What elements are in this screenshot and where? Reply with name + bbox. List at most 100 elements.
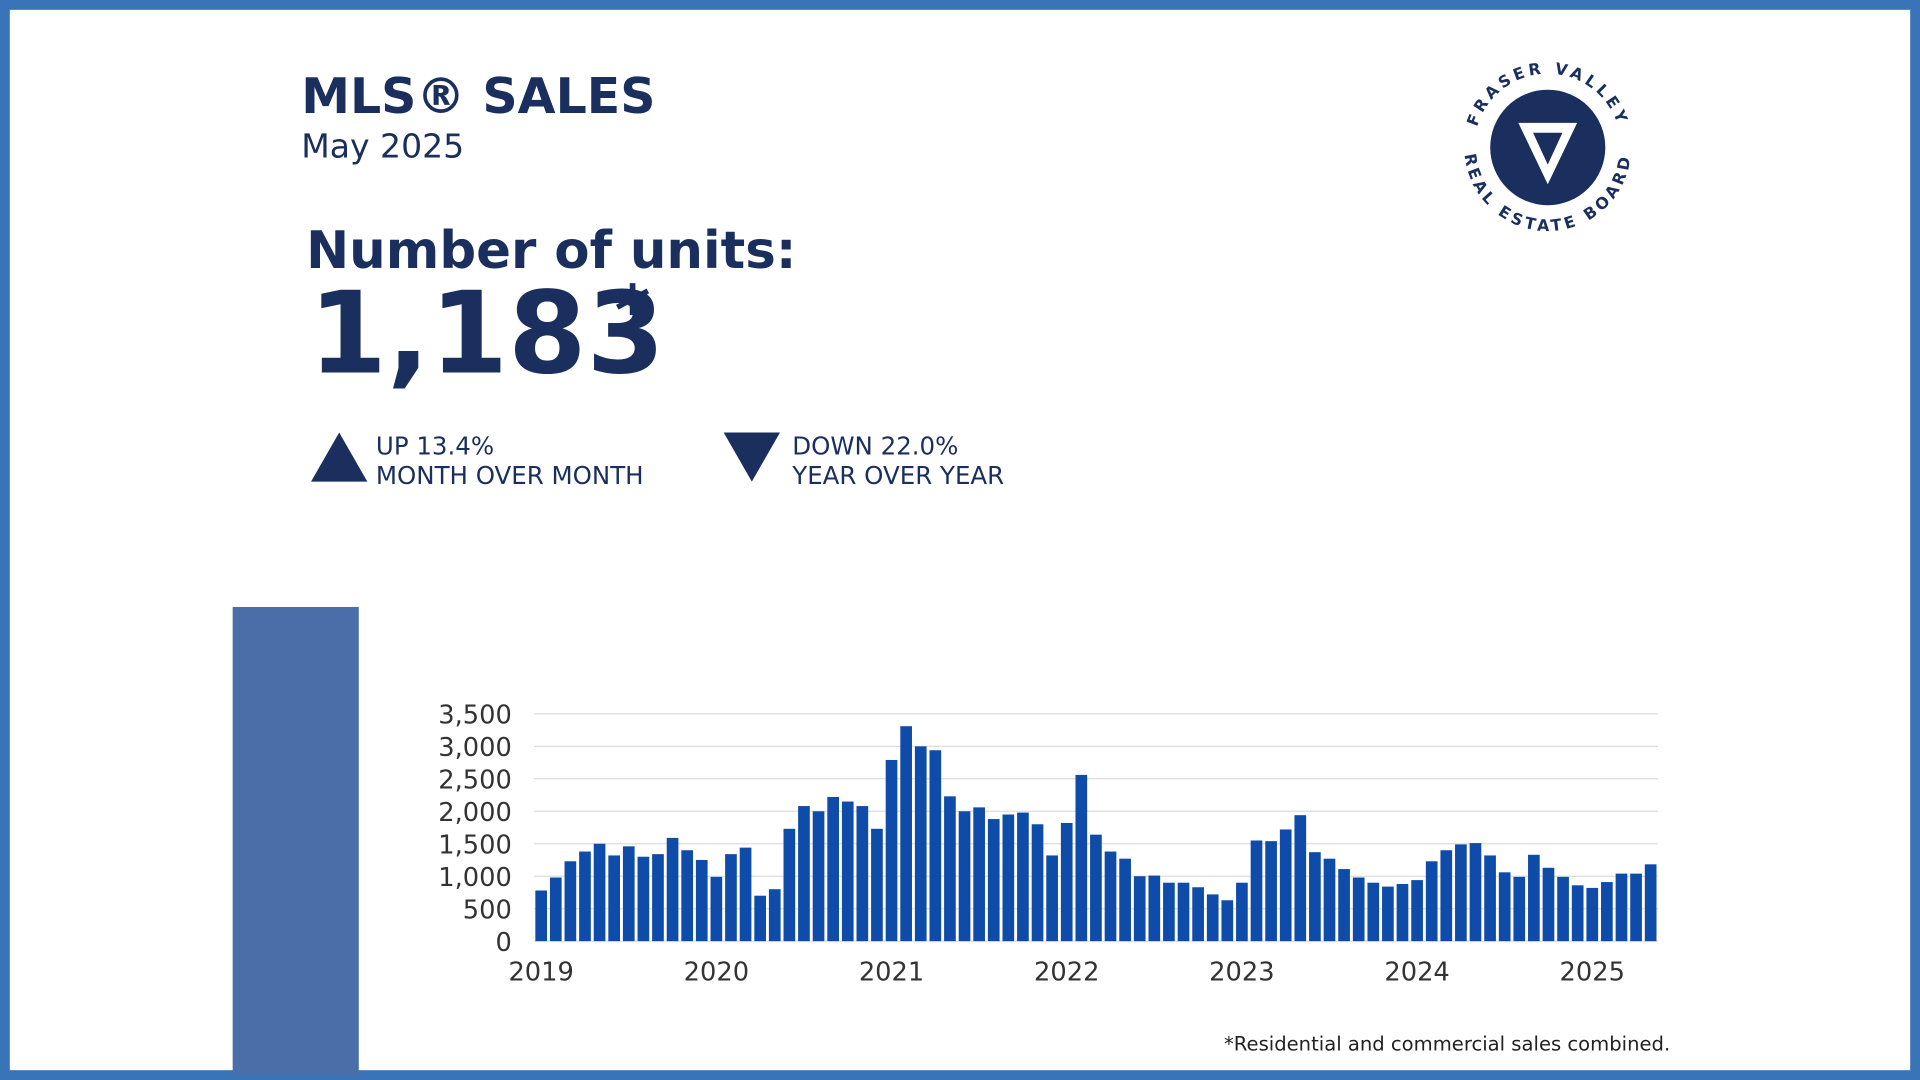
bar <box>1017 812 1029 942</box>
bar <box>885 759 898 942</box>
bar <box>1031 824 1044 942</box>
bar <box>1630 873 1642 942</box>
bar <box>973 807 985 942</box>
x-tick-label: 2020 <box>684 957 749 987</box>
bar <box>695 859 708 942</box>
bar <box>1090 834 1102 942</box>
bar <box>1338 869 1350 942</box>
bar <box>871 828 883 942</box>
units-value: 1,183 <box>309 267 665 399</box>
stat-change: DOWN 22.0% <box>792 432 958 461</box>
bar <box>622 846 635 942</box>
bar <box>1498 872 1511 942</box>
bar <box>929 750 942 942</box>
bar <box>1352 877 1365 942</box>
bar <box>681 850 694 942</box>
bar <box>958 811 971 942</box>
bar <box>1411 880 1423 942</box>
bar <box>1060 822 1073 942</box>
y-tick-label: 1,000 <box>438 863 512 893</box>
bar <box>1469 843 1482 942</box>
bar <box>710 876 723 942</box>
bar <box>1119 858 1131 942</box>
y-tick-label: 0 <box>495 928 511 958</box>
bar <box>1528 854 1540 942</box>
bar <box>987 819 1000 942</box>
subtitle: May 2025 <box>301 126 464 165</box>
bar <box>725 854 737 942</box>
bar <box>739 847 752 942</box>
bar <box>1104 851 1117 942</box>
bar <box>637 856 650 942</box>
bar <box>944 796 956 942</box>
bar <box>1177 882 1190 942</box>
stat-period: YEAR OVER YEAR <box>791 461 1004 490</box>
bar <box>652 854 664 942</box>
bar <box>1075 774 1088 942</box>
y-tick-label: 500 <box>463 895 512 925</box>
bar <box>1265 841 1277 942</box>
bar <box>1571 885 1584 942</box>
bar <box>1513 876 1526 942</box>
down-arrow <box>723 432 780 482</box>
units-label: Number of units: <box>306 221 796 281</box>
bar <box>768 889 781 942</box>
up-arrow <box>311 432 368 482</box>
bar <box>1294 815 1307 942</box>
side-block <box>232 606 359 1076</box>
bar <box>666 837 679 942</box>
bar <box>856 806 869 942</box>
bar <box>1163 882 1175 942</box>
title: MLS® SALES <box>301 67 655 125</box>
bar <box>1323 858 1336 942</box>
bar <box>1309 852 1321 942</box>
bar <box>1279 829 1292 942</box>
logo-mark <box>1518 122 1578 185</box>
x-tick-label: 2019 <box>508 957 573 987</box>
bar <box>1455 844 1467 942</box>
bar <box>1440 850 1453 942</box>
bar <box>1601 882 1613 942</box>
bar <box>841 801 854 942</box>
bar <box>549 877 562 942</box>
bar <box>593 843 606 942</box>
bar <box>1133 876 1146 942</box>
bar <box>827 796 839 942</box>
bar <box>1046 855 1058 942</box>
y-tick-label: 3,000 <box>438 733 512 763</box>
bar <box>1221 900 1234 942</box>
footnote: *Residential and commercial sales combin… <box>1224 1032 1670 1055</box>
bar <box>564 861 577 942</box>
logo: FRASER VALLEY REAL ESTATE BOARD <box>1460 58 1631 235</box>
bar <box>812 811 825 942</box>
bar <box>1586 887 1599 942</box>
y-tick-label: 1,500 <box>438 831 512 861</box>
bar <box>798 806 810 942</box>
bar <box>1002 814 1015 942</box>
bar <box>1396 884 1409 942</box>
stat-change: UP 13.4% <box>376 432 494 461</box>
bar <box>1236 882 1248 942</box>
x-tick-label: 2022 <box>1034 957 1099 987</box>
bar <box>1425 861 1438 942</box>
bar <box>579 851 591 942</box>
bar <box>1250 840 1263 942</box>
bar <box>608 855 621 942</box>
units-note-mark: * <box>615 271 651 351</box>
bar <box>1206 894 1219 942</box>
bar <box>754 895 766 942</box>
y-tick-label: 2,000 <box>438 798 512 828</box>
bar <box>1615 873 1628 942</box>
bar <box>1382 886 1394 942</box>
y-tick-label: 3,500 <box>438 701 512 731</box>
x-tick-label: 2024 <box>1384 957 1449 987</box>
bar <box>535 890 548 942</box>
x-tick-label: 2021 <box>859 957 924 987</box>
bar <box>1367 882 1380 942</box>
bar <box>1148 875 1161 942</box>
stat-period: MONTH OVER MONTH <box>376 461 644 490</box>
